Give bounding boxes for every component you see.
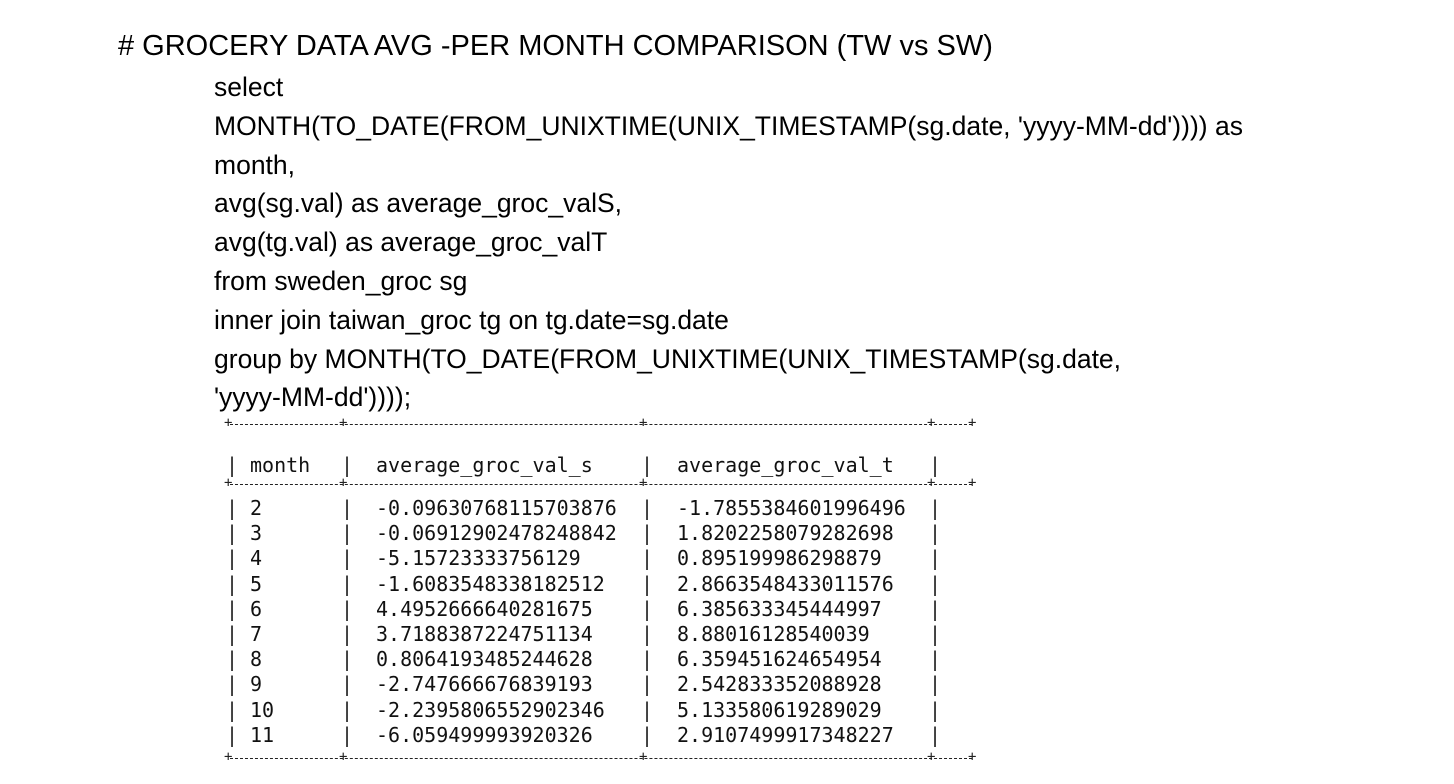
table-cell: 6	[250, 596, 263, 621]
query-line: inner join taiwan_groc tg on tg.date=sg.…	[214, 304, 729, 335]
table-row: | | | | 2 -0.09630768115703876 -1.785538460199…	[226, 496, 942, 520]
column-header: average_groc_val_s	[376, 453, 593, 477]
table-cell: 2.542833352088928	[677, 672, 882, 697]
page-heading: # GROCERY DATA AVG -PER MONTH COMPARISON…	[118, 30, 993, 62]
table-cell: 5	[250, 571, 263, 596]
table-cell: -2.747666676839193	[376, 672, 593, 697]
table-cell: 4.4952666640281675	[376, 596, 593, 621]
query-line: 'yyyy-MM-dd'))));	[214, 382, 412, 413]
table-cell: 10	[250, 697, 275, 722]
query-line: month,	[214, 149, 296, 180]
table-cell: 6.359451624654954	[677, 647, 882, 672]
query-line: select	[214, 72, 284, 102]
query-line: MONTH(TO_DATE(FROM_UNIXTIME(UNIX_TIMESTA…	[214, 110, 1243, 141]
query-line: from sweden_groc sg	[214, 265, 468, 296]
table-header-row: | | | | month average_groc_val_s average_groc_…	[226, 453, 942, 477]
query-line: group by MONTH(TO_DATE(FROM_UNIXTIME(UNI…	[214, 343, 1122, 374]
table-row: | | | | 5 -1.6083548338182512 2.86635484330115…	[226, 571, 942, 596]
table-cell: 2.9107499917348227	[677, 722, 894, 747]
table-cell: 3.7188387224751134	[376, 621, 593, 646]
table-cell: 7	[250, 621, 263, 646]
table-body: | | | | 2 -0.09630768115703876 -1.785538460199…	[226, 496, 974, 748]
table-row: | | | | 3 -0.06912902478248842 1.8202258079282…	[226, 521, 942, 546]
table-cell: -5.15723333756129	[376, 546, 581, 571]
table-cell: 3	[250, 521, 263, 546]
query-line: avg(sg.val) as average_groc_valS,	[214, 188, 623, 219]
column-header: average_groc_val_t	[677, 453, 894, 477]
table-cell: -2.2395806552902346	[376, 697, 605, 722]
table-border: + + + + +	[224, 415, 977, 431]
table-cell: 0.895199986298879	[677, 546, 882, 571]
table-cell: 0.8064193485244628	[376, 647, 593, 672]
table-cell: 2	[250, 496, 263, 520]
table-cell: 5.133580619289029	[677, 697, 882, 722]
query-line: avg(tg.val) as average_groc_valT	[214, 227, 608, 258]
table-cell: 9	[250, 672, 263, 697]
table-cell: -0.09630768115703876	[376, 496, 617, 520]
column-header: month	[250, 453, 311, 477]
table-row: | | | | 10 -2.2395806552902346 5.1335806192890…	[226, 697, 942, 722]
table-cell: 8	[250, 647, 263, 672]
table-cell: 11	[250, 722, 275, 747]
query-result-table: + + + + + | | | | month average_groc_val_s average_…	[224, 415, 977, 765]
table-border: + + + + +	[224, 748, 977, 765]
table-row: | | | | 8 0.8064193485244628 6.359451624654954	[226, 647, 942, 672]
table-cell: -0.06912902478248842	[376, 521, 617, 546]
table-cell: 4	[250, 546, 263, 571]
table-cell: 6.385633345444997	[677, 596, 882, 621]
table-row: | | | | 4 -5.15723333756129 0.895199986298879	[226, 546, 942, 571]
table-cell: -1.6083548338182512	[376, 571, 605, 596]
table-cell: 2.8663548433011576	[677, 571, 894, 596]
table-cell: 1.8202258079282698	[677, 521, 894, 546]
table-row: | | | | 6 4.4952666640281675 6.385633345444997	[226, 596, 942, 621]
sql-query-block: select MONTH(TO_DATE(FROM_UNIXTIME(UNIX_…	[214, 68, 1394, 417]
table-cell: 8.88016128540039	[677, 621, 870, 646]
table-border: + + + + +	[224, 475, 977, 491]
table-row: | | | | 7 3.7188387224751134 8.88016128540039	[226, 621, 942, 646]
table-row: | | | | 11 -6.059499993920326 2.91074999173482…	[226, 722, 942, 747]
table-cell: -1.7855384601996496	[677, 496, 906, 520]
table-cell: -6.059499993920326	[376, 722, 593, 747]
table-row: | | | | 9 -2.747666676839193 2.542833352088928	[226, 672, 942, 697]
